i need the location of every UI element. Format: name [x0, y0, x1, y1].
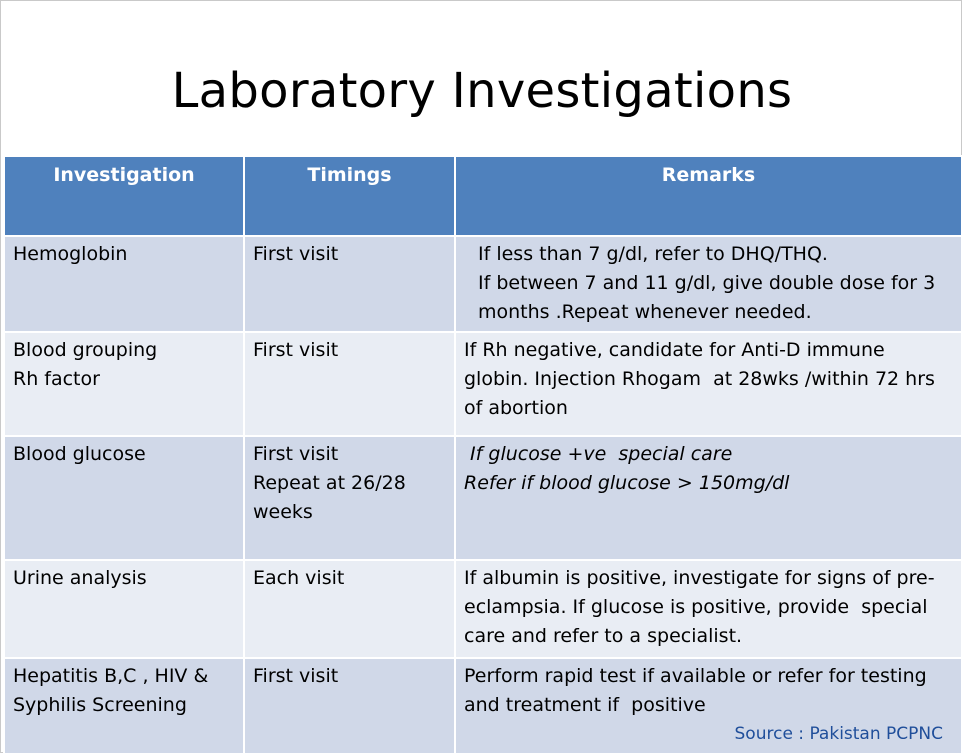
cell-investigation: Blood glucose: [3, 435, 245, 561]
cell-investigation: Hepatitis B,C , HIV & Syphilis Screening: [3, 657, 245, 755]
cell-timings: Each visit: [243, 559, 456, 659]
cell-text: Blood grouping: [13, 339, 158, 361]
cell-timings: First visit: [243, 235, 456, 333]
column-header-remarks: Remarks: [454, 155, 962, 237]
table-header-row: Investigation Timings Remarks: [3, 155, 962, 237]
table-row: Hepatitis B,C , HIV & Syphilis Screening…: [3, 657, 962, 755]
cell-timings: First visit: [243, 657, 456, 755]
cell-text: If albumin is positive, investigate for …: [464, 567, 935, 647]
cell-text: If between 7 and 11 g/dl, give double do…: [478, 272, 942, 323]
cell-remarks: If less than 7 g/dl, refer to DHQ/THQ. I…: [454, 235, 962, 333]
cell-timings: First visit: [243, 331, 456, 437]
table-row: Blood glucose First visit Repeat at 26/2…: [3, 435, 962, 561]
cell-text: Perform rapid test if available or refer…: [464, 665, 933, 716]
cell-text: Each visit: [253, 567, 345, 589]
cell-investigation: Urine analysis: [3, 559, 245, 659]
cell-text: First visit: [253, 665, 339, 687]
cell-remarks: If Rh negative, candidate for Anti-D imm…: [454, 331, 962, 437]
cell-text: Blood glucose: [13, 443, 146, 465]
cell-investigation: Blood grouping Rh factor: [3, 331, 245, 437]
cell-text: If glucose +ve special care: [464, 443, 733, 465]
cell-text: Repeat at 26/28 weeks: [253, 472, 412, 523]
cell-text: Refer if blood glucose > 150mg/dl: [464, 472, 790, 494]
cell-text: Hemoglobin: [13, 243, 128, 265]
table-row: Blood grouping Rh factor First visit If …: [3, 331, 962, 437]
cell-remarks: Perform rapid test if available or refer…: [454, 657, 962, 755]
table-row: Hemoglobin First visit If less than 7 g/…: [3, 235, 962, 333]
cell-remarks: If albumin is positive, investigate for …: [454, 559, 962, 659]
cell-text: First visit: [253, 443, 339, 465]
cell-investigation: Hemoglobin: [3, 235, 245, 333]
cell-text: Urine analysis: [13, 567, 147, 589]
column-header-investigation: Investigation: [3, 155, 245, 237]
cell-text: If less than 7 g/dl, refer to DHQ/THQ.: [478, 243, 828, 265]
column-header-timings: Timings: [243, 155, 456, 237]
cell-text: First visit: [253, 339, 339, 361]
cell-text: Hepatitis B,C , HIV & Syphilis Screening: [13, 665, 215, 716]
cell-text: Rh factor: [13, 368, 100, 390]
cell-text: If Rh negative, candidate for Anti-D imm…: [464, 339, 941, 419]
lab-investigations-table: Investigation Timings Remarks Hemoglobin…: [3, 155, 962, 755]
cell-timings: First visit Repeat at 26/28 weeks: [243, 435, 456, 561]
table-row: Urine analysis Each visit If albumin is …: [3, 559, 962, 659]
page-title: Laboratory Investigations: [171, 63, 793, 119]
cell-text: First visit: [253, 243, 339, 265]
cell-remarks: If glucose +ve special care Refer if blo…: [454, 435, 962, 561]
source-citation: Source : Pakistan PCPNC: [734, 724, 943, 744]
